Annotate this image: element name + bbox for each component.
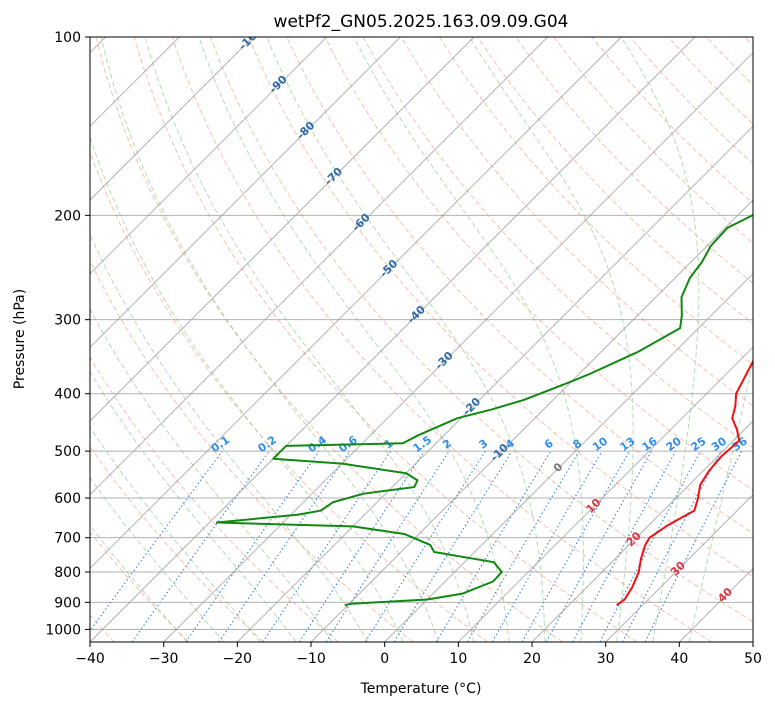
isotherm-line: [90, 37, 696, 642]
plot-frame: [89, 36, 754, 643]
mixing-ratio-line: [185, 450, 320, 642]
mixing-ratio-lines: [90, 450, 743, 642]
x-axis: −40 −30 −20 −10 0 10 20 30 40 50: [75, 642, 762, 667]
x-tick-label: −40: [75, 651, 105, 667]
x-tick-label: −30: [149, 651, 179, 667]
isotherm-line: [90, 37, 475, 422]
x-tick-label: 20: [523, 651, 541, 667]
isotherm-line: [310, 199, 753, 642]
dry-adiabat-line: [400, 37, 753, 407]
mixing-ratio-line: [393, 450, 513, 642]
isotherm-line: [90, 37, 401, 349]
dry-adiabat-line: [90, 150, 488, 642]
y-axis-title: Pressure (hPa): [12, 289, 28, 389]
x-tick-label: 30: [597, 651, 615, 667]
moist-adiabat-line: [90, 476, 225, 642]
y-tick-label: 200: [54, 208, 81, 224]
isotherm-line: [384, 272, 753, 642]
isotherm-line: [90, 37, 549, 496]
mixing-ratio-line: [218, 450, 351, 642]
y-tick-label: 500: [54, 444, 81, 460]
mixing-ratio-line: [521, 450, 630, 642]
x-tick-label: 40: [670, 651, 688, 667]
isobar-gridlines: [90, 37, 753, 630]
y-tick-label: 800: [54, 565, 81, 581]
moist-adiabat-line: [90, 308, 333, 642]
y-tick-label: 300: [54, 313, 81, 329]
isotherm-line: [163, 51, 753, 642]
moist-adiabat-line: [266, 37, 546, 642]
moist-adiabat-line: [688, 358, 753, 642]
dry-adiabat-line: [133, 37, 638, 642]
dry-adiabat-line: [90, 531, 190, 642]
x-axis-title: Temperature (°C): [360, 681, 482, 697]
moist-adiabat-line: [90, 233, 369, 642]
mixing-ratio-line: [325, 450, 450, 642]
dry-adiabat-line: [324, 37, 753, 491]
mixing-ratio-line: [572, 450, 677, 642]
mixing-ratio-line: [90, 450, 223, 632]
moist-adiabat-line: [620, 37, 700, 642]
mixing-ratio-line: [644, 450, 743, 642]
isotherm-line: [605, 493, 753, 642]
y-tick-label: 900: [54, 595, 81, 611]
isotherm-line: [90, 37, 254, 201]
isotherm-line: [236, 125, 753, 642]
chart-title: wetPf2_GN05.2025.163.09.09.G04: [274, 12, 569, 32]
profiles: [215, 213, 753, 607]
dry-adiabat-line: [90, 356, 339, 642]
y-tick-label: 700: [54, 531, 81, 547]
x-tick-label: −10: [296, 651, 326, 667]
x-tick-label: 10: [449, 651, 467, 667]
y-tick-label: 100: [54, 30, 81, 46]
moist-adiabat-line: [100, 37, 439, 642]
y-tick-label: 400: [54, 387, 81, 403]
isotherm-line: [531, 420, 753, 642]
isotherm-gridlines: [90, 37, 753, 642]
moist-adiabat-line: [90, 135, 404, 642]
y-tick-label: 1000: [45, 622, 81, 638]
dry-adiabat-line: [439, 37, 753, 366]
y-axis: 1000 900 800 700 600 500 400 300 200 100: [45, 30, 90, 638]
isotherm-line: [457, 346, 753, 642]
x-tick-label: 50: [744, 651, 762, 667]
x-tick-label: 0: [380, 651, 389, 667]
moist-adiabat-line: [90, 426, 261, 642]
moist-adiabat-line: [198, 37, 510, 642]
moist-adiabat-line: [353, 37, 584, 642]
y-tick-label: 600: [54, 491, 81, 507]
x-tick-label: −20: [223, 651, 253, 667]
dewpoint-profile-line: [215, 213, 753, 607]
dry-adiabat-line: [95, 37, 563, 642]
dry-adiabat-line: [171, 37, 712, 642]
mixing-ratio-line: [545, 450, 653, 642]
mixing-ratio-line: [131, 450, 270, 642]
isotherm-line: [90, 37, 328, 275]
dry-adiabat-line: [90, 445, 264, 642]
mixing-ratio-line: [298, 450, 425, 642]
dry-adiabat-line: [515, 37, 753, 284]
dry-adiabat-line: [248, 37, 753, 578]
temperature-profile-line: [616, 359, 753, 606]
dry-adiabat-line: [210, 37, 753, 623]
isotherm-line: [90, 37, 622, 570]
